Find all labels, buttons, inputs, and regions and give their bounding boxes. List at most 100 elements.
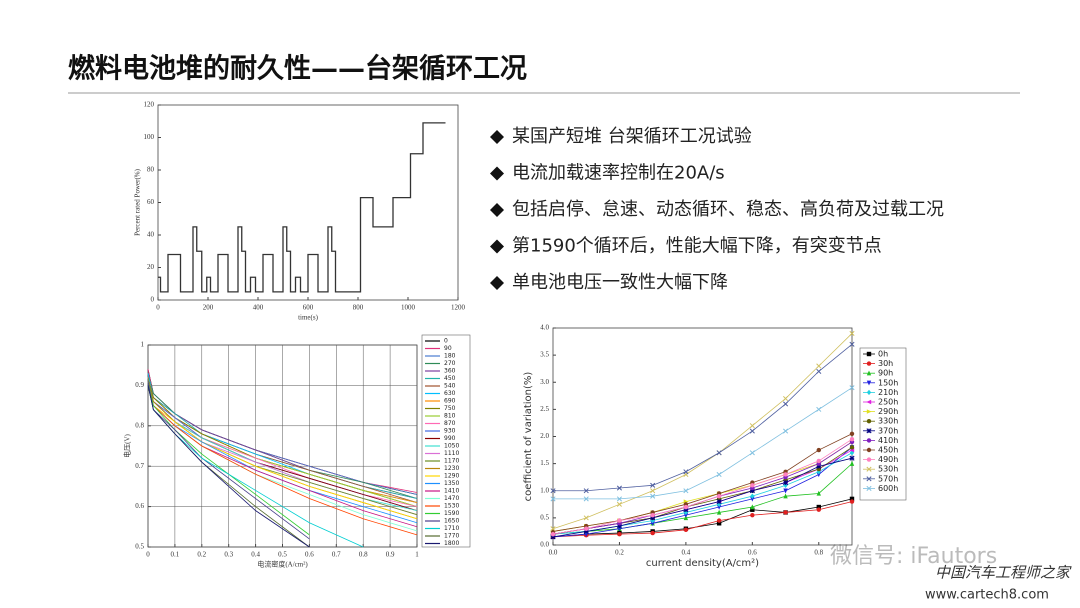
legend-label: 150h xyxy=(878,378,898,387)
bullet-text: 单电池电压一致性大幅下降 xyxy=(512,272,728,293)
x-tick-label: 0.0 xyxy=(549,549,558,557)
data-point xyxy=(783,510,788,515)
data-point xyxy=(816,504,821,510)
bullet-icon xyxy=(490,130,504,144)
legend-label: 570h xyxy=(878,474,898,483)
data-point xyxy=(650,488,656,494)
data-point xyxy=(749,450,755,456)
data-point xyxy=(683,504,689,510)
legend-label: 1800 xyxy=(444,540,459,547)
legend-label: 600h xyxy=(878,484,898,493)
plot-frame xyxy=(552,327,853,546)
legend-label: 90 xyxy=(444,345,452,352)
data-point xyxy=(783,395,789,402)
bullet-text: 某国产短堆 台架循环工况试验 xyxy=(512,126,752,147)
x-tick-label: 400 xyxy=(253,304,264,312)
x-tick-label: 0.5 xyxy=(278,551,287,559)
x-tick-label: 1 xyxy=(415,551,419,559)
x-tick-label: 0.4 xyxy=(251,551,260,559)
y-tick-label: 4.0 xyxy=(540,324,549,332)
slide-title: 燃料电池堆的耐久性——台架循环工况 xyxy=(68,53,527,85)
legend-marker xyxy=(866,419,872,424)
y-tick-label: 0.7 xyxy=(135,462,144,470)
x-tick-label: 1000 xyxy=(401,304,416,312)
data-point xyxy=(849,437,855,442)
y-axis-label: coefficient of variation(%) xyxy=(523,372,534,502)
y-tick-label: 100 xyxy=(144,133,155,141)
bullet-icon xyxy=(490,239,504,254)
data-point xyxy=(550,534,556,540)
x-axis-label: current density(A/cm²) xyxy=(646,558,759,569)
series-line xyxy=(552,441,853,535)
legend-marker xyxy=(866,466,872,472)
data-point xyxy=(716,499,722,505)
legend-marker xyxy=(866,380,872,386)
series-line xyxy=(147,381,418,536)
data-point xyxy=(683,512,689,518)
data-point xyxy=(816,490,821,496)
legend-label: 180 xyxy=(444,353,456,360)
data-point xyxy=(849,431,855,436)
y-tick-label: 0.0 xyxy=(540,541,549,549)
legend-label: 450h xyxy=(878,446,898,455)
x-tick-label: 0.9 xyxy=(386,551,395,559)
data-point xyxy=(583,496,589,502)
legend-label: 1470 xyxy=(444,495,459,502)
data-point xyxy=(583,515,589,521)
data-point xyxy=(849,445,855,450)
series-line xyxy=(552,463,853,535)
series-line xyxy=(552,447,853,535)
legend-marker xyxy=(866,361,872,366)
legend-label: 750 xyxy=(444,405,456,412)
data-point xyxy=(849,330,855,336)
legend-label: 1770 xyxy=(444,533,459,540)
y-axis-label: 电压(V) xyxy=(123,433,132,457)
legend-label: 290h xyxy=(878,407,898,416)
data-point xyxy=(550,531,556,537)
data-point xyxy=(816,368,822,374)
legend-label: 450 xyxy=(444,375,456,382)
data-point xyxy=(716,504,722,510)
legend-label: 210h xyxy=(878,388,898,397)
legend-label: 250h xyxy=(878,398,898,407)
legend-label: 1650 xyxy=(444,518,459,525)
legend-marker xyxy=(866,457,872,462)
data-point xyxy=(616,523,622,529)
data-point xyxy=(783,488,788,494)
y-tick-label: 1.5 xyxy=(540,459,549,467)
y-tick-label: 3.5 xyxy=(540,351,549,359)
y-tick-label: 0.9 xyxy=(135,381,144,389)
series-line xyxy=(552,447,853,538)
data-point xyxy=(816,363,822,369)
legend-label: 1230 xyxy=(444,465,459,472)
x-axis-label: 电流密度(A/cm²) xyxy=(257,560,308,569)
data-point xyxy=(749,428,755,434)
legend-label: 0h xyxy=(878,350,888,359)
data-point xyxy=(650,493,656,499)
y-tick-label: 80 xyxy=(147,166,155,174)
y-tick-label: 0 xyxy=(151,296,155,304)
data-point xyxy=(750,504,755,510)
legend-label: 530h xyxy=(878,465,898,474)
legend-label: 1170 xyxy=(444,458,459,465)
legend-label: 810 xyxy=(444,413,456,420)
bullet-icon xyxy=(490,203,504,217)
data-point xyxy=(683,488,689,494)
data-point xyxy=(616,485,622,491)
data-point xyxy=(749,423,755,429)
x-tick-label: 0.8 xyxy=(359,551,368,559)
legend-label: 990 xyxy=(444,435,456,442)
data-point xyxy=(783,493,788,499)
data-point xyxy=(650,530,655,536)
series-line xyxy=(552,501,853,538)
y-axis-label: Percent rated Power(%) xyxy=(134,168,142,236)
data-point xyxy=(650,482,656,488)
legend-label: 1590 xyxy=(444,510,459,517)
data-point xyxy=(783,472,788,477)
data-point xyxy=(716,471,722,478)
series-line xyxy=(147,385,310,548)
bullet-text: 电流加载速率控制在20A/s xyxy=(512,163,725,184)
data-point xyxy=(650,512,655,518)
x-tick-label: 0 xyxy=(146,551,150,559)
